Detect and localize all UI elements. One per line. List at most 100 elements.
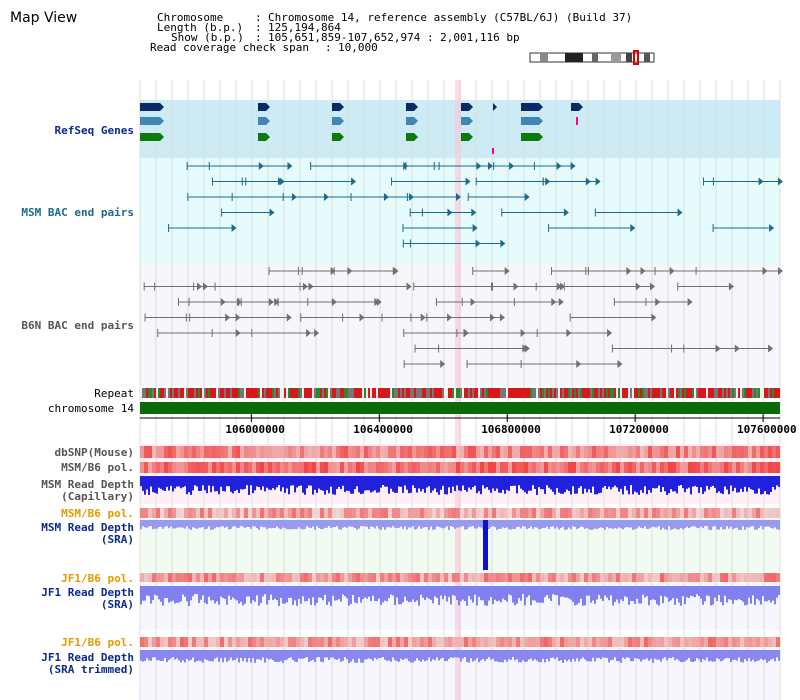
polymorph-cell bbox=[308, 573, 312, 582]
jf1-sra-depth-bar bbox=[692, 586, 694, 597]
msm-sra-depth-bar bbox=[230, 520, 232, 529]
polymorph-cell bbox=[156, 508, 160, 518]
polymorph-cell bbox=[744, 573, 748, 582]
msm-capillary-depth-bar bbox=[186, 476, 188, 495]
jf1-sra-depth-bar bbox=[496, 586, 498, 602]
repeat-segment bbox=[526, 388, 528, 398]
polymorph-cell bbox=[656, 446, 660, 458]
msm-capillary-depth-bar bbox=[364, 476, 366, 491]
polymorph-cell bbox=[160, 508, 164, 518]
repeat-segment bbox=[764, 388, 766, 398]
jf1-trim-depth-bar bbox=[158, 650, 160, 661]
polymorph-cell bbox=[412, 573, 416, 582]
msm-capillary-depth-bar bbox=[160, 476, 162, 489]
jf1-sra-depth-bar bbox=[192, 586, 194, 597]
repeat-track[interactable] bbox=[140, 388, 780, 398]
polymorph-cell bbox=[624, 462, 628, 473]
msm-capillary-depth-bar bbox=[360, 476, 362, 495]
jf1-trim-depth-bar bbox=[448, 650, 450, 659]
polymorph-cell bbox=[704, 637, 708, 647]
polymorph-cell bbox=[372, 462, 376, 473]
repeat-segment bbox=[498, 388, 500, 398]
jf1-trim-depth-bar bbox=[190, 650, 192, 660]
msm-capillary-depth-bar bbox=[362, 476, 364, 494]
jf1-sra-depth-bar bbox=[558, 586, 560, 606]
jf1-trim-depth-bar bbox=[542, 650, 544, 659]
jf1-trim-depth-bar bbox=[248, 650, 250, 659]
jf1-sra-depth-bar bbox=[434, 586, 436, 597]
msm-sra-depth-bar bbox=[478, 520, 480, 527]
msm-sra-depth-bar bbox=[494, 520, 496, 528]
polymorph-cell bbox=[240, 462, 244, 473]
polymorph-cell bbox=[644, 637, 648, 647]
bac-pair-arrow bbox=[734, 344, 740, 353]
msm-bac-glyphs[interactable] bbox=[168, 162, 783, 248]
jf1-sra-depth-bar bbox=[246, 586, 248, 597]
polymorph-cell bbox=[752, 446, 756, 458]
polymorph-cell bbox=[360, 462, 364, 473]
msm-capillary-depth-bar bbox=[404, 476, 406, 486]
repeat-segment bbox=[746, 388, 748, 398]
jf1-trim-depth-bar bbox=[468, 650, 470, 663]
jf1-trim-depth-bar bbox=[250, 650, 252, 663]
jf1-trim-depth-bar bbox=[482, 650, 484, 659]
polymorph-cell bbox=[616, 508, 620, 518]
jf1-sra-depth-bar bbox=[652, 586, 654, 600]
polymorph-cell bbox=[252, 637, 256, 647]
gene-block bbox=[461, 133, 469, 141]
polymorph-cell bbox=[532, 462, 536, 473]
repeat-segment bbox=[774, 388, 776, 398]
msm-sra-depth-bar bbox=[448, 520, 450, 530]
polymorph-cell bbox=[760, 508, 764, 518]
chromosome-ideogram[interactable] bbox=[529, 50, 655, 65]
polymorph-cell bbox=[516, 462, 520, 473]
polymorph-cell bbox=[248, 637, 252, 647]
jf1-sra-depth-bar bbox=[618, 586, 620, 604]
jf1-sra-depth-bar bbox=[624, 586, 626, 597]
repeat-segment bbox=[728, 388, 730, 398]
msm-sra-depth-bar bbox=[430, 520, 432, 527]
msm-sra-depth-bar bbox=[334, 520, 336, 528]
jf1-trim-depth-bar bbox=[686, 650, 688, 660]
jf1-sra-depth-bar bbox=[656, 586, 658, 605]
jf1-sra-depth-bar bbox=[564, 586, 566, 598]
repeat-segment bbox=[596, 388, 598, 398]
polymorph-cell bbox=[588, 446, 592, 458]
msm-sra-depth-bar bbox=[302, 520, 304, 530]
jf1-sra-depth-bar bbox=[582, 586, 584, 606]
jf1-trim-depth-bar bbox=[408, 650, 410, 662]
polymorph-cell bbox=[724, 573, 728, 582]
label-msm-depth-cap-2: (Capillary) bbox=[61, 490, 134, 503]
jf1-trim-depth-bar bbox=[404, 650, 406, 659]
gene-block bbox=[521, 133, 539, 141]
jf1-sra-depth-bar bbox=[620, 586, 622, 600]
b6n-bac-glyphs[interactable] bbox=[143, 267, 783, 368]
polymorph-cell bbox=[396, 637, 400, 647]
jf1-trim-depth-bar bbox=[566, 650, 568, 662]
repeat-segment bbox=[624, 388, 626, 398]
polymorph-cell bbox=[568, 462, 572, 473]
polymorph-cell bbox=[336, 573, 340, 582]
jf1-trim-depth-bar bbox=[412, 650, 414, 663]
msm-capillary-depth-bar bbox=[470, 476, 472, 490]
jf1-sra-depth-bar bbox=[778, 586, 780, 595]
polymorph-cell bbox=[352, 508, 356, 518]
msm-capillary-depth-bar bbox=[562, 476, 564, 494]
polymorph-cell bbox=[652, 462, 656, 473]
refseq-genes-glyphs[interactable] bbox=[140, 103, 583, 154]
polymorph-cell bbox=[304, 637, 308, 647]
msm-capillary-depth-bar bbox=[588, 476, 590, 490]
msm-capillary-depth-bar bbox=[448, 476, 450, 488]
polymorph-cell bbox=[184, 637, 188, 647]
msm-capillary-depth-bar bbox=[722, 476, 724, 495]
polymorph-cell bbox=[520, 462, 524, 473]
msm-capillary-depth-bar bbox=[320, 476, 322, 490]
jf1-sra-depth-bar bbox=[640, 586, 642, 604]
repeat-segment bbox=[660, 388, 662, 398]
msm-capillary-depth-bar bbox=[474, 476, 476, 486]
bac-pair-arrow bbox=[383, 193, 389, 201]
repeat-segment bbox=[156, 388, 158, 398]
heat-tracks[interactable] bbox=[140, 446, 780, 663]
chromosome-bar[interactable] bbox=[140, 402, 780, 414]
